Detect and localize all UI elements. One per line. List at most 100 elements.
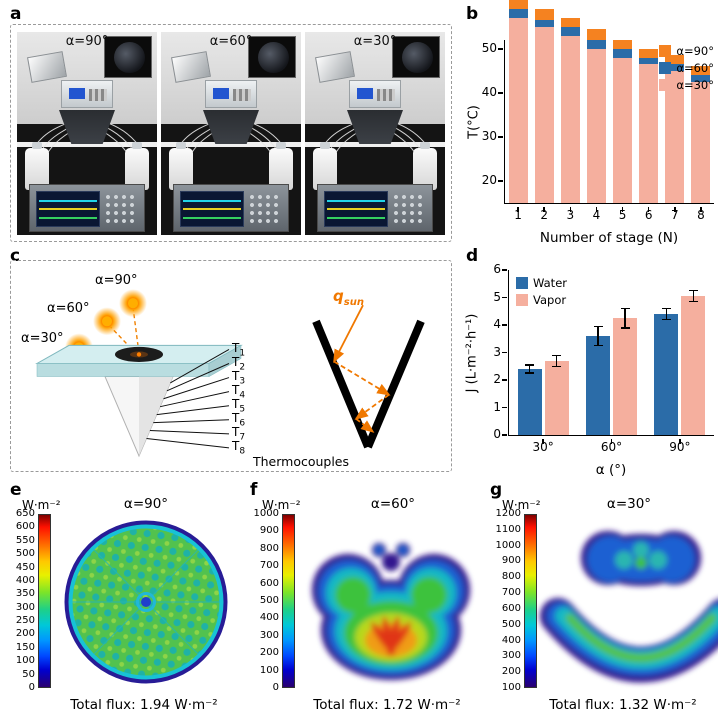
x-tick-label: 5 (618, 208, 627, 222)
logger-screen (324, 191, 388, 227)
y-tick-label: 0 (493, 427, 501, 441)
bar-segment (665, 64, 685, 71)
legend-item: Vapor (516, 293, 567, 307)
bar-segment (534, 26, 554, 203)
y-tick-label: 40 (481, 84, 497, 99)
y-tick-label: 50 (481, 40, 497, 55)
y-tick-mark (498, 92, 503, 94)
sample-disc (258, 42, 289, 73)
colorbar-tick: 600 (15, 521, 35, 533)
x-tick-label: 30° (532, 440, 554, 454)
schematic-diagram (35, 289, 425, 458)
colorbar: 1200 1100 1000 900 800 700 600 500 400 300 200 100 (492, 509, 537, 692)
bar-segment (560, 35, 580, 203)
legend-item: Water (516, 276, 567, 290)
bar-segment (508, 0, 528, 10)
control-display (357, 88, 373, 99)
cone-evaporator (104, 376, 174, 458)
thermocouple-label: T2 (232, 355, 246, 373)
bar (681, 296, 706, 435)
panel-label-a: a (10, 4, 22, 24)
experiment-photo: α=60° (161, 32, 301, 235)
thermocouple-wires (146, 348, 230, 449)
y-tick-label: 6 (493, 262, 501, 276)
shelf (305, 142, 445, 147)
trace (183, 208, 241, 210)
y-tick-mark (498, 48, 503, 50)
colorbar-tick: 200 (259, 647, 279, 659)
bar-segment (639, 64, 659, 203)
legend-label: Vapor (533, 293, 567, 307)
photo-angle-label: α=90° (65, 34, 109, 49)
x-tick-label: 1 (514, 208, 522, 222)
colorbar-tick: 500 (501, 618, 521, 630)
x-tick-mark (543, 206, 545, 212)
data-logger (317, 184, 433, 232)
bar-segment (691, 81, 711, 203)
sample-disc (402, 42, 433, 73)
trace (39, 200, 97, 202)
qsun-label: qsun (333, 287, 364, 308)
inset-sample-image (392, 36, 440, 78)
colorbar-tick: 0 (272, 681, 279, 693)
legend-label: α=60° (676, 61, 714, 75)
legend-item: α=30° (659, 78, 714, 92)
colorbar-unit-label: W·m⁻² (262, 498, 301, 512)
colorbar-ticks: 650 600 550 500 450 400 350 300 250 200 150 100 50 0 (12, 509, 38, 693)
inset-sample-image (104, 36, 152, 78)
colorbar-tick: 600 (501, 602, 521, 614)
colorbar-tick: 100 (15, 655, 35, 667)
x-tick-label: 60° (600, 440, 623, 454)
colorbar-tick: 300 (15, 601, 35, 613)
bar-segment (560, 26, 580, 36)
x-tick-mark (621, 206, 624, 212)
bar-segment (691, 66, 711, 76)
bar-segment (586, 40, 606, 49)
thermocouple-label: T5 (232, 397, 246, 415)
colorbar-tick: 1000 (495, 539, 521, 551)
colorbar-tick: 1100 (495, 523, 521, 535)
logger-keypad (104, 193, 138, 225)
trace (183, 200, 241, 202)
bar-segment (534, 9, 554, 21)
control-buttons (377, 89, 395, 101)
heatmap-title: α=90° (123, 496, 169, 512)
total-flux-caption: Total flux: 1.32 W·m⁻² (549, 697, 697, 713)
trace (327, 200, 385, 202)
flux-heatmap-30deg (540, 531, 718, 683)
collection-bottle (413, 142, 437, 190)
thermocouple-label: T4 (232, 383, 246, 401)
data-logger (173, 184, 289, 232)
error-cap (661, 307, 671, 310)
colorbar-ticks: 1200 1100 1000 900 800 700 600 500 400 300 200 100 (492, 509, 524, 693)
bar (517, 369, 542, 435)
colorbar-unit-label: W·m⁻² (22, 498, 61, 512)
x-tick-mark (610, 438, 613, 444)
bar-segment (586, 48, 606, 203)
error-bar (555, 355, 558, 367)
logger-screen (180, 191, 244, 227)
legend-label: α=30° (676, 78, 714, 92)
colorbar-tick: 300 (501, 650, 521, 662)
v-absorber (312, 319, 425, 449)
x-axis-label: Number of stage (N) (539, 230, 679, 246)
x-tick-mark (569, 206, 572, 212)
legend: α=90° α=60° α=30° (659, 44, 714, 95)
x-tick-label: 8 (697, 208, 705, 222)
legend-swatch (659, 62, 672, 74)
error-bar (665, 308, 668, 320)
colorbar-tick: 0 (28, 681, 35, 693)
error-cap (688, 300, 698, 303)
sun-angle-label: α=30° (21, 331, 64, 346)
colorbar-tick: 100 (259, 664, 279, 676)
y-tick-label: 20 (481, 172, 497, 187)
colorbar-tick: 1200 (495, 508, 521, 519)
colorbar-tick: 500 (259, 594, 279, 606)
shelf (17, 142, 157, 147)
flux-heatmap-90deg (64, 520, 228, 684)
y-tick-mark (502, 324, 507, 326)
colorbar-tick: 300 (259, 629, 279, 641)
bar (654, 314, 679, 435)
temperature-stacked-bar-chart: T(°C) 20 30 40 50 1 2 3 4 5 6 7 8 Number of stage (… (458, 0, 722, 248)
error-cap (552, 365, 562, 367)
